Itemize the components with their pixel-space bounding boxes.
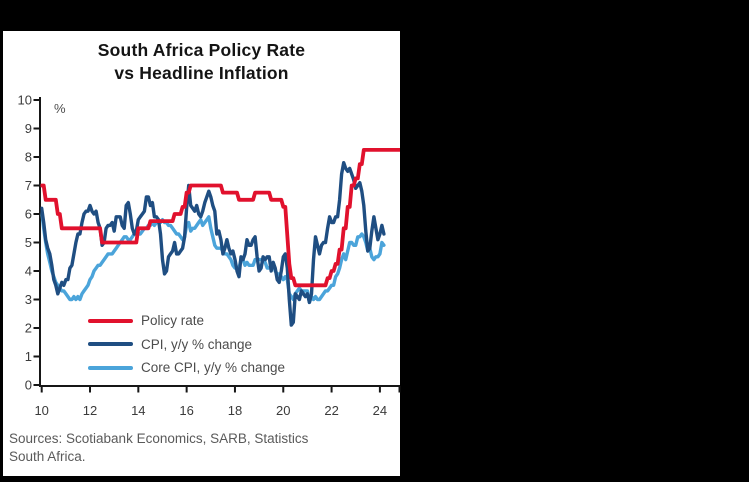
- chart-panel: [3, 31, 400, 476]
- svg-text:1: 1: [25, 349, 32, 364]
- svg-text:4: 4: [25, 264, 32, 279]
- policy-rate-line-swatch: [88, 318, 133, 323]
- svg-text:18: 18: [228, 403, 242, 418]
- source-note-line1: Sources: Scotiabank Economics, SARB, Sta…: [9, 431, 309, 446]
- svg-text:22: 22: [324, 403, 338, 418]
- core-cpi-line-swatch: [88, 365, 133, 370]
- legend-label-policy-rate: Policy rate: [141, 313, 205, 329]
- svg-text:0: 0: [25, 378, 32, 393]
- y-axis-unit-label: %: [54, 101, 66, 116]
- svg-text:7: 7: [25, 178, 32, 193]
- chart-series-lines: [40, 147, 400, 327]
- svg-text:6: 6: [25, 207, 32, 222]
- svg-text:12: 12: [83, 403, 97, 418]
- svg-text:3: 3: [25, 292, 32, 307]
- svg-text:9: 9: [25, 121, 32, 136]
- svg-text:10: 10: [18, 93, 32, 108]
- legend-item-core-cpi: Core CPI, y/y % change: [88, 356, 285, 380]
- svg-text:2: 2: [25, 321, 32, 336]
- chart-title-line1: South Africa Policy Rate: [97, 40, 306, 60]
- svg-text:5: 5: [25, 235, 32, 250]
- legend-item-cpi: CPI, y/y % change: [88, 333, 285, 357]
- source-note: Sources: Scotiabank Economics, SARB, Sta…: [9, 430, 308, 465]
- chart-title: South Africa Policy Rate vs Headline Inf…: [3, 39, 400, 84]
- series-line-cpi: [40, 160, 386, 327]
- svg-text:8: 8: [25, 150, 32, 165]
- cpi-line-swatch: [88, 342, 133, 347]
- svg-text:20: 20: [276, 403, 290, 418]
- legend-item-policy-rate: Policy rate: [88, 309, 285, 333]
- series-line-policy-rate: [40, 147, 400, 288]
- chart-title-line2: vs Headline Inflation: [114, 62, 289, 83]
- svg-text:24: 24: [373, 403, 387, 418]
- source-note-line2: South Africa.: [9, 448, 86, 464]
- legend-label-cpi: CPI, y/y % change: [141, 336, 253, 352]
- svg-text:14: 14: [131, 403, 145, 418]
- legend-label-core-cpi: Core CPI, y/y % change: [141, 360, 286, 376]
- chart-legend: Policy rate CPI, y/y % change Core CPI, …: [88, 309, 285, 380]
- series-line-core-cpi: [40, 209, 386, 305]
- svg-text:10: 10: [34, 403, 48, 418]
- svg-text:16: 16: [179, 403, 193, 418]
